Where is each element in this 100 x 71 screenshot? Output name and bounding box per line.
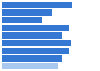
Bar [2,17,42,23]
Bar [2,40,71,46]
Bar [2,9,52,16]
Bar [2,32,62,39]
Bar [2,48,69,54]
Bar [2,2,72,8]
Bar [2,63,58,69]
Bar [2,55,62,62]
Bar [2,25,69,31]
